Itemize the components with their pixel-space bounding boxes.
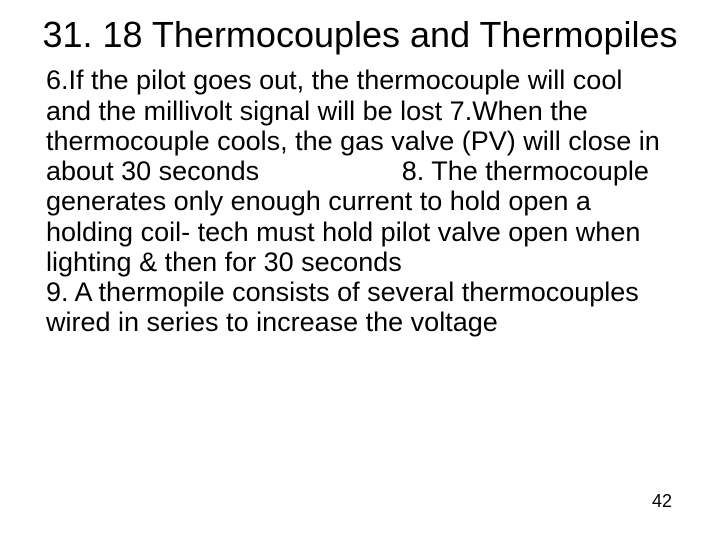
- slide-title: 31. 18 Thermocouples and Thermopiles: [0, 0, 720, 55]
- slide-body-text: 6.If the pilot goes out, the thermocoupl…: [0, 55, 720, 337]
- slide: 31. 18 Thermocouples and Thermopiles 6.I…: [0, 0, 720, 540]
- page-number: 42: [652, 491, 672, 512]
